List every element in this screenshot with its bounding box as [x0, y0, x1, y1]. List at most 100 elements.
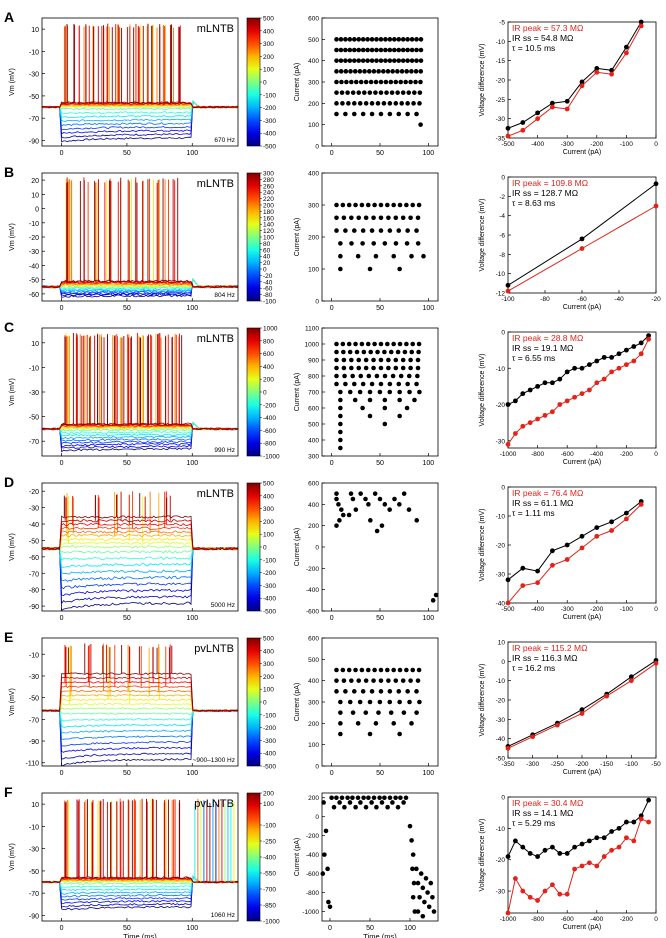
spike-dot: [406, 90, 412, 95]
iv-legend-tau: τ = 1.11 ms: [512, 508, 555, 518]
iv-ytick-label: -10: [496, 366, 506, 373]
colorbar-tick-label: 100: [263, 235, 274, 242]
iv-xtick-label: -800: [531, 451, 544, 458]
colorbar-tick-label: -500: [263, 764, 276, 771]
panel-letter: C: [4, 319, 14, 335]
colorbar-tick-label: 100: [263, 67, 274, 74]
spike-dot: [392, 37, 397, 42]
spike-dot: [360, 689, 366, 694]
spike-dot: [349, 365, 354, 371]
spike-dot: [338, 266, 343, 272]
spike-dot: [347, 389, 353, 395]
colorbar-tick-label: 280: [263, 177, 274, 184]
colorbar-tick-label: 400: [263, 364, 274, 371]
raster-plot: 300 400 500 600 700 800 900 1000 1100 0 50 100 Curre…: [294, 326, 439, 467]
spike-dot: [405, 111, 410, 117]
spike-dot: [367, 397, 373, 403]
spike-dot: [409, 349, 415, 355]
raster-ytick-label: 700: [308, 390, 319, 397]
spike-dot: [365, 202, 371, 208]
iv-xtick-label: -150: [600, 761, 613, 768]
spike-dot: [359, 202, 365, 208]
raster-dots: [334, 202, 426, 272]
spike-dot: [377, 389, 383, 395]
iv-ss-point: [587, 838, 592, 844]
spike-dot: [334, 215, 339, 221]
raster-ytick-label: 300: [308, 454, 319, 461]
iv-ytick-label: -40: [496, 601, 506, 608]
spike-dot: [374, 37, 379, 42]
iv-ytick-label: -4: [499, 213, 505, 220]
iv-ss-point: [628, 674, 634, 680]
spike-dot: [363, 678, 369, 683]
spike-dot: [386, 678, 391, 683]
raster-ytick-label: 0: [315, 814, 319, 821]
spike-dot: [396, 37, 402, 42]
spike-dot: [410, 866, 415, 872]
spike-dot: [375, 101, 381, 106]
iv-xtick-label: -400: [590, 916, 603, 923]
raster-ylabel: Current (pA): [294, 63, 301, 102]
raster-ytick-label: 800: [308, 374, 319, 381]
spike-dot: [338, 437, 343, 443]
spike-dot: [433, 592, 439, 598]
spike-dot: [387, 689, 393, 694]
iv-ss-point: [594, 835, 600, 841]
spike-dot: [423, 876, 429, 881]
spike-dot: [385, 341, 390, 347]
iv-peak-point: [579, 863, 585, 869]
cell-type-label: mLNTB: [197, 488, 234, 500]
iv-legend-tau: τ = 8.63 ms: [512, 198, 555, 208]
iv-ss-point: [638, 19, 644, 25]
spike-dot: [376, 710, 381, 715]
trace-plot: 10 -10 -30 -50 -70 -90 0 50 100 Vm (mV) pvLNTB 1060…: [9, 792, 239, 938]
iv-xtick-label: -40: [614, 296, 624, 303]
trace-ytick-label: -50: [29, 696, 39, 703]
iv-xlabel: Current (pA): [563, 149, 602, 156]
spike-dot: [349, 241, 354, 246]
raster-ytick-label: 100: [308, 122, 319, 129]
spike-dot: [353, 79, 359, 85]
trace-ytick-label: -70: [29, 116, 39, 123]
raster-ytick-label: 600: [308, 636, 319, 643]
iv-ss-point: [594, 525, 600, 530]
trace-ytick-label: -110: [26, 761, 40, 768]
spike-dot: [401, 710, 407, 715]
trace-xtick-label: 0: [60, 925, 64, 932]
trace-ylabel: Vm (mV): [9, 843, 16, 871]
iv-ytick-label: -35: [496, 136, 506, 143]
trace-line: [41, 526, 239, 551]
spike-dot: [367, 413, 373, 419]
spike-dot: [369, 381, 375, 387]
trace-series-group: [41, 798, 239, 911]
spike-dot: [408, 357, 413, 363]
spike-dot: [334, 365, 339, 371]
iv-ss-point: [579, 365, 585, 371]
raster-ytick-label: 400: [308, 58, 319, 65]
colorbar-tick-label: 400: [263, 28, 274, 35]
spike-dot: [338, 699, 343, 705]
spike-dot: [367, 731, 373, 737]
spike-dot: [374, 528, 380, 534]
spike-dot: [367, 266, 373, 272]
spike-dot: [396, 381, 402, 387]
colorbar-tick-label: 0: [263, 267, 267, 274]
colorbar: 500 400 300 200 100 0 -100 -200 -300 -400 -500: [246, 636, 276, 771]
spike-dot: [403, 795, 409, 801]
iv-peak-point: [609, 528, 614, 533]
panel-F: F 10 -10 -30 -50 -70 -90 0 50 100 Vm (mV) pvLNTB 106…: [4, 784, 658, 938]
spike-dot: [363, 365, 369, 371]
spike-dot: [334, 202, 339, 208]
spike-dot: [418, 871, 424, 876]
trace-ytick-label: -90: [29, 913, 39, 920]
spike-dot: [415, 215, 421, 221]
colorbar-tick-label: 0: [263, 545, 267, 552]
spike-dot: [417, 101, 422, 106]
cell-type-label: pvLNTB: [194, 643, 234, 655]
spike-dot: [321, 800, 326, 805]
spike-dot: [348, 491, 354, 496]
iv-peak-point: [631, 838, 637, 844]
spike-dot: [334, 47, 339, 53]
